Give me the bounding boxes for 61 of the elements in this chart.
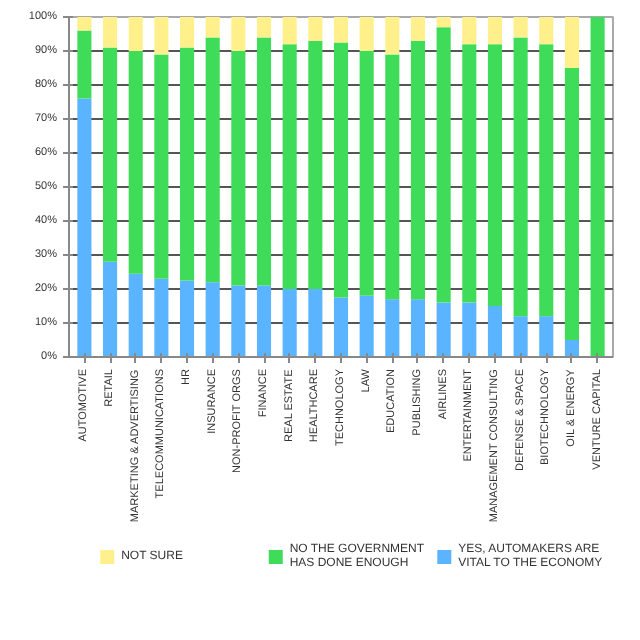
bar xyxy=(308,40,323,289)
bar xyxy=(333,297,349,357)
bar xyxy=(282,44,297,289)
bar xyxy=(590,17,605,357)
bar xyxy=(205,282,220,357)
bar xyxy=(462,44,477,303)
bar xyxy=(410,40,426,300)
bar xyxy=(154,54,169,279)
bar xyxy=(436,17,451,28)
bar xyxy=(205,17,220,38)
bar xyxy=(385,54,400,300)
bar xyxy=(154,17,169,55)
bar xyxy=(154,278,169,357)
bar xyxy=(205,37,220,283)
bar xyxy=(231,285,246,357)
bar xyxy=(179,47,195,281)
bar xyxy=(282,17,297,45)
bar xyxy=(564,17,579,68)
bar xyxy=(128,51,143,274)
bar xyxy=(256,285,272,357)
bar xyxy=(564,68,579,340)
bar xyxy=(487,306,503,357)
bar xyxy=(179,17,195,48)
bar xyxy=(462,17,477,45)
bar xyxy=(385,299,400,357)
bar xyxy=(103,261,118,357)
bar xyxy=(513,316,528,357)
bar xyxy=(410,17,426,41)
bar xyxy=(179,280,195,357)
bar xyxy=(513,37,528,317)
bar xyxy=(103,47,118,262)
bar xyxy=(462,302,477,357)
bar xyxy=(436,27,451,303)
bar xyxy=(539,44,554,317)
bar xyxy=(539,316,554,357)
bar xyxy=(410,299,426,357)
bar xyxy=(128,273,143,357)
bar xyxy=(385,17,400,55)
bar xyxy=(359,295,374,357)
bar xyxy=(487,17,503,45)
bar xyxy=(539,17,554,45)
bar xyxy=(308,289,323,357)
bar xyxy=(436,302,451,357)
bar xyxy=(513,17,528,38)
bar xyxy=(333,42,349,298)
bar xyxy=(231,17,246,51)
bar xyxy=(333,17,349,43)
bar xyxy=(77,98,92,357)
bar xyxy=(359,51,374,296)
bar xyxy=(256,17,272,38)
bar xyxy=(564,340,579,357)
bar xyxy=(231,51,246,286)
bar xyxy=(487,44,503,306)
bar xyxy=(128,17,143,51)
bar xyxy=(359,17,374,51)
bar xyxy=(103,17,118,48)
bar xyxy=(256,37,272,286)
bar xyxy=(282,289,297,357)
bar xyxy=(77,17,92,31)
bar xyxy=(308,17,323,41)
bar xyxy=(77,30,92,99)
